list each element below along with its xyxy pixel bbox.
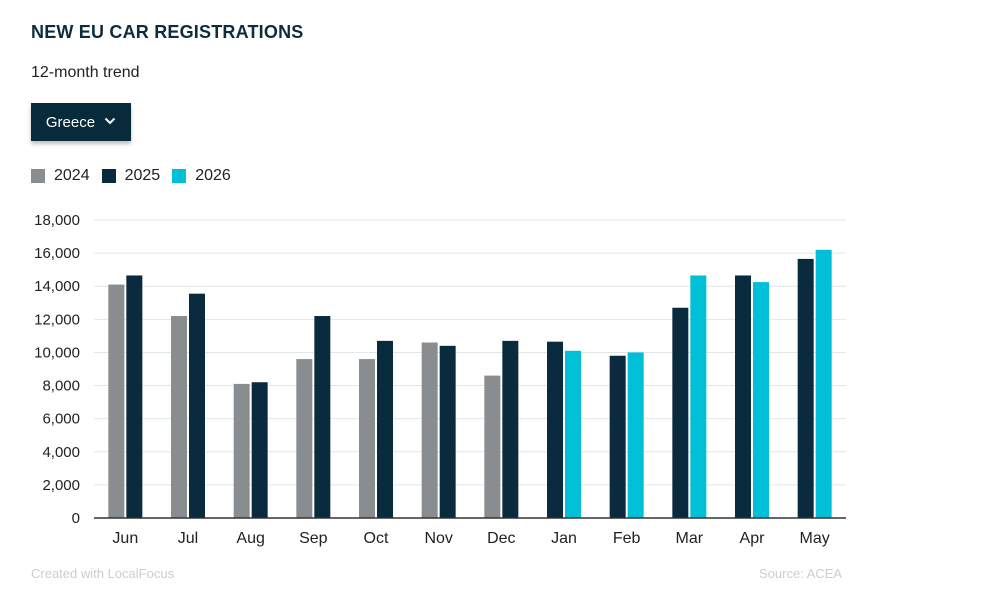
x-tick-label: Sep — [299, 530, 328, 547]
y-tick-label: 10,000 — [34, 344, 80, 361]
legend-item-2026[interactable]: 2026 — [172, 167, 231, 185]
x-tick-label: Mar — [676, 530, 704, 547]
y-tick-label: 0 — [72, 510, 80, 527]
bar-2025-feb — [609, 355, 626, 518]
x-tick-label: Dec — [487, 530, 515, 547]
country-dropdown[interactable]: Greece — [31, 103, 131, 141]
legend-swatch — [101, 169, 116, 183]
x-tick-label: Apr — [740, 530, 766, 547]
y-tick-label: 2,000 — [42, 477, 80, 494]
x-tick-label: Jan — [551, 530, 577, 547]
x-tick-label: Feb — [613, 530, 641, 547]
legend-item-2025[interactable]: 2025 — [101, 167, 161, 185]
legend-swatch — [31, 169, 45, 183]
bar-2026-feb — [627, 352, 644, 518]
y-tick-label: 4,000 — [42, 444, 80, 461]
bar-2025-oct — [377, 340, 393, 518]
y-tick-label: 18,000 — [34, 212, 80, 229]
credit-text: Created with LocalFocus — [31, 566, 175, 581]
legend-label: 2025 — [124, 167, 161, 184]
bar-2026-may — [815, 249, 832, 519]
bar-2025-sep — [314, 316, 331, 518]
legend-label: 2026 — [195, 167, 231, 184]
legend-swatch — [172, 169, 187, 183]
x-tick-label: Jul — [178, 530, 198, 547]
bar-2025-apr — [735, 275, 751, 518]
bar-2026-mar — [690, 275, 707, 518]
bar-2024-sep — [296, 359, 313, 518]
x-tick-label: Aug — [236, 530, 264, 547]
bar-2024-dec — [484, 375, 501, 518]
y-tick-label: 16,000 — [34, 245, 80, 262]
x-tick-label: Nov — [424, 530, 452, 547]
x-tick-label: Oct — [364, 530, 389, 547]
dropdown-selected-label: Greece — [45, 113, 96, 131]
y-tick-label: 8,000 — [42, 378, 80, 395]
bar-2026-apr — [753, 282, 769, 518]
y-tick-label: 14,000 — [34, 278, 80, 295]
bar-2024-nov — [421, 342, 438, 518]
x-tick-label: Jun — [112, 530, 138, 547]
bar-2025-nov — [439, 345, 456, 518]
bar-2024-jun — [108, 284, 125, 518]
source-text: Source: ACEA — [759, 566, 843, 581]
legend-label: 2024 — [54, 167, 90, 184]
bar-2024-jul — [171, 316, 187, 518]
x-tick-label: May — [800, 530, 830, 547]
y-tick-label: 12,000 — [34, 311, 80, 328]
chart-title: NEW EU CAR REGISTRATIONS — [31, 22, 304, 42]
chart-subtitle: 12-month trend — [31, 64, 140, 81]
bar-2025-jul — [189, 293, 205, 518]
bar-2025-jun — [126, 275, 143, 518]
y-tick-label: 6,000 — [42, 411, 80, 428]
bar-2026-jan — [565, 350, 581, 518]
chart-legend: 2024 2025 2026 — [31, 167, 243, 185]
bar-2025-may — [797, 258, 814, 518]
bar-2024-aug — [233, 383, 250, 518]
bar-2025-jan — [547, 341, 563, 518]
legend-item-2024[interactable]: 2024 — [31, 167, 90, 185]
bar-2025-aug — [251, 382, 268, 518]
bar-2025-dec — [502, 340, 519, 518]
chevron-down-icon — [104, 117, 116, 128]
bar-2024-oct — [359, 359, 375, 518]
bar-2025-mar — [672, 307, 689, 518]
